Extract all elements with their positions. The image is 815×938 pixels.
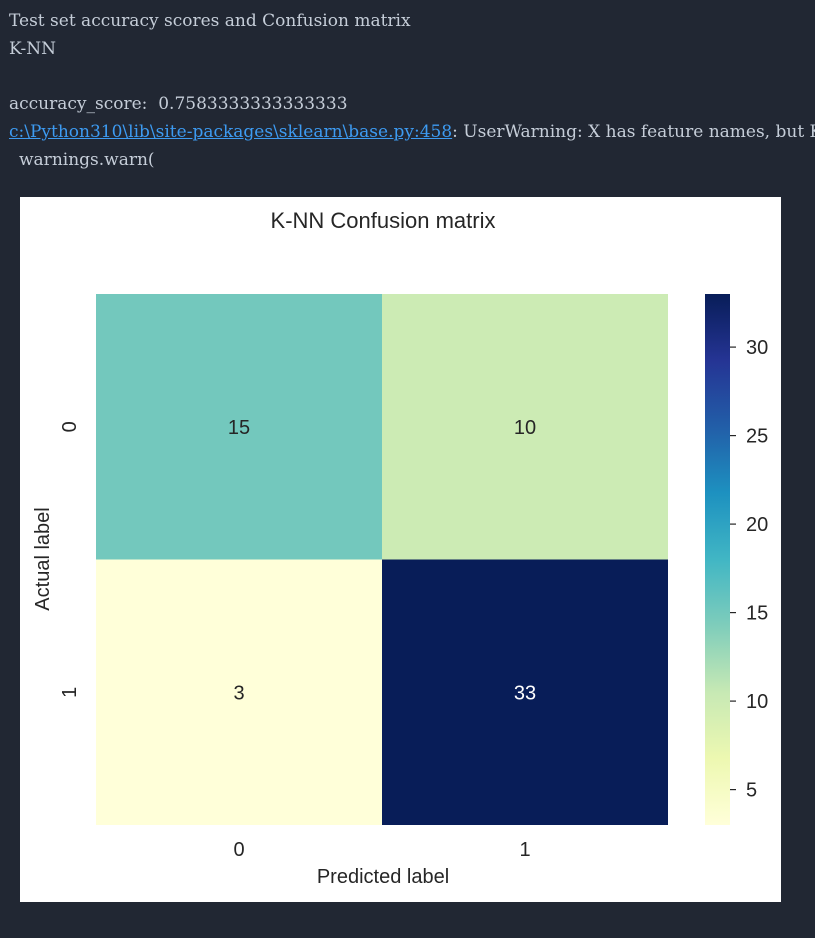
warning-file-link[interactable]: c:\Python310\lib\site-packages\sklearn\b… (9, 122, 453, 142)
cell-value-label: 10 (514, 417, 536, 439)
model-name-text: K-NN (9, 39, 56, 59)
y-tick-label: 1 (59, 687, 81, 698)
y-tick-label: 0 (59, 421, 81, 432)
warning-message: : UserWarning: X has feature names, but … (452, 122, 815, 142)
warn-call-text: warnings.warn( (19, 150, 155, 170)
accuracy-line: accuracy_score: 0.7583333333333333 (9, 93, 348, 115)
colorbar-tick-label: 15 (746, 603, 768, 625)
colorbar (705, 294, 730, 825)
heatmap-cell (96, 559, 382, 825)
y-axis-label: Actual label (32, 507, 54, 610)
y-axis-ticks: 01 (59, 421, 81, 698)
heatmap-cells: 15 103 33 (96, 294, 668, 825)
colorbar-tick-label: 5 (746, 780, 757, 802)
x-tick-label: 1 (519, 839, 530, 861)
accuracy-value: 0.7583333333333333 (158, 94, 348, 114)
heatmap-cell (382, 559, 668, 825)
heatmap-cell (382, 294, 668, 560)
colorbar-tick-label: 30 (746, 337, 768, 359)
x-axis-label: Predicted label (317, 866, 449, 888)
chart-title: K-NN Confusion matrix (271, 208, 496, 233)
cell-value-label: 15 (228, 417, 250, 439)
cell-value-label: 3 (233, 682, 244, 704)
warning-line: c:\Python310\lib\site-packages\sklearn\b… (9, 121, 815, 143)
cell-value-label: 33 (514, 682, 536, 704)
colorbar-tick-label: 10 (746, 691, 768, 713)
x-tick-label: 0 (233, 839, 244, 861)
colorbar-ticks: 5 10 15 20 25 30 (730, 337, 768, 802)
accuracy-label: accuracy_score: (9, 94, 148, 114)
colorbar-tick-label: 25 (746, 426, 768, 448)
colorbar-tick-label: 20 (746, 514, 768, 536)
heatmap-cell (96, 294, 382, 560)
output-heading: Test set accuracy scores and Confusion m… (9, 11, 411, 31)
